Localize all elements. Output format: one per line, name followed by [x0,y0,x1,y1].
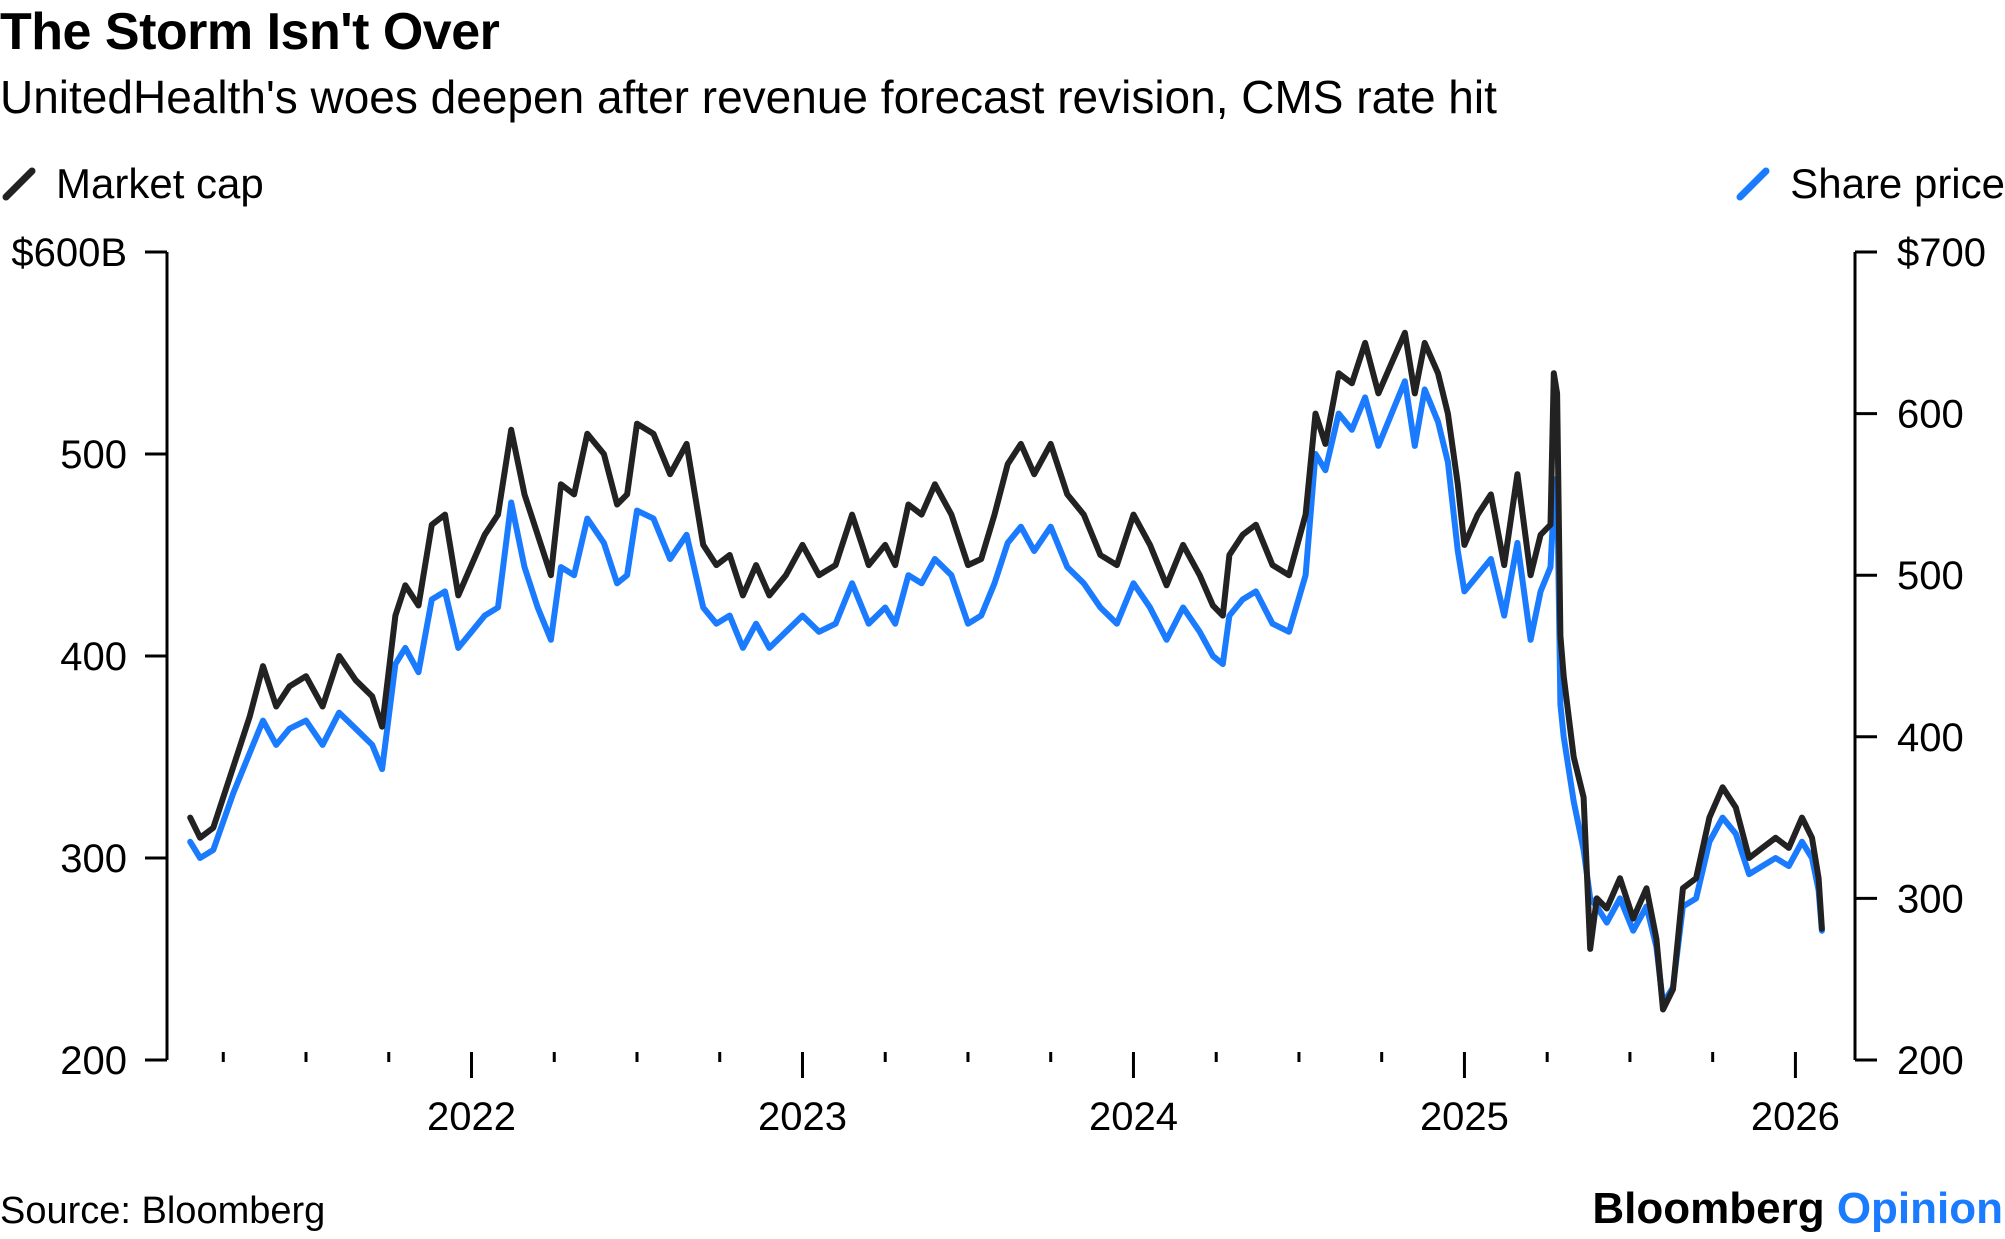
market-cap-swatch-icon [2,167,36,201]
legend-market-cap: Market cap [2,160,264,208]
x-tick-label: 2025 [1420,1095,1509,1130]
x-tick-label: 2022 [427,1095,516,1130]
left-tick-label: 400 [60,635,127,679]
right-tick-label: $700 [1897,231,1986,275]
chart-title: The Storm Isn't Over [0,3,500,61]
left-tick-label: 300 [60,837,127,881]
share-price-swatch-icon [1736,167,1770,201]
legend-share-price: Share price [1736,160,2005,208]
x-tick-label: 2024 [1089,1095,1178,1130]
right-tick-label: 600 [1897,393,1964,437]
brand-logo: Bloomberg Opinion [1592,1184,2003,1234]
legend-share-price-label: Share price [1790,160,2005,207]
left-axis: 200 300 400 500 $600B [11,231,169,1083]
chart-subtitle: UnitedHealth's woes deepen after revenue… [0,71,1497,123]
x-tick-label: 2023 [758,1095,847,1130]
x-axis: 2022 2023 2024 2025 2026 [221,1052,1840,1130]
source-note: Source: Bloomberg [0,1190,326,1232]
right-tick-label: 200 [1897,1039,1964,1083]
brand-bloomberg: Bloomberg [1592,1184,1825,1233]
left-tick-label: 200 [60,1039,127,1083]
legend-market-cap-label: Market cap [56,160,264,207]
right-axis: 200 300 400 500 600 $700 [1853,231,1986,1083]
left-tick-label: $600B [11,231,127,275]
chart-area: 200 300 400 500 $600B 200 300 400 500 600 $700 20… [11,231,1986,1130]
right-tick-label: 300 [1897,877,1964,921]
right-tick-label: 400 [1897,716,1964,760]
market-cap-line [187,329,1825,1013]
left-tick-label: 500 [60,433,127,477]
series-layer [187,329,1825,1013]
right-tick-label: 500 [1897,554,1964,598]
brand-opinion: Opinion [1836,1184,2003,1233]
x-tick-label: 2026 [1751,1095,1840,1130]
